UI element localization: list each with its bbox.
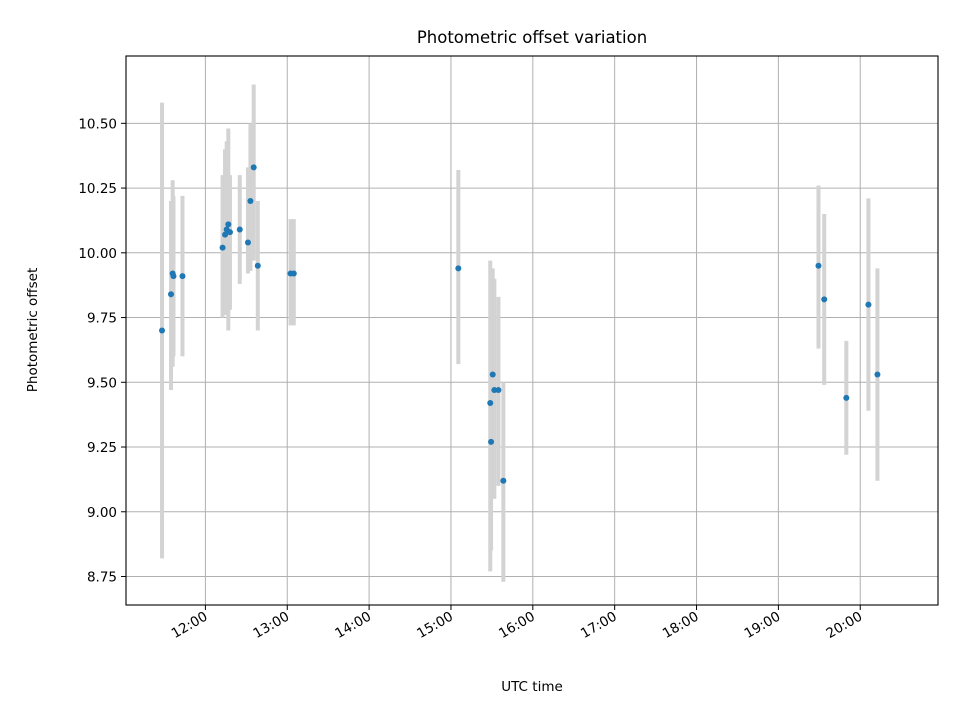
data-point <box>226 229 233 236</box>
y-tick-label: 8.75 <box>87 570 117 586</box>
data-point <box>236 226 243 233</box>
grid <box>126 56 938 605</box>
y-tick-label: 9.00 <box>87 505 117 521</box>
data-point <box>168 291 175 298</box>
data-points <box>159 164 881 484</box>
data-point <box>219 244 226 251</box>
plot-area <box>125 55 939 606</box>
data-point <box>843 394 850 401</box>
error-bars <box>160 84 880 582</box>
data-point <box>865 301 872 308</box>
data-point <box>489 371 496 378</box>
y-axis-label: Photometric offset <box>25 268 41 392</box>
y-tick-label: 10.00 <box>78 246 117 262</box>
data-point <box>247 198 254 205</box>
data-point <box>179 273 186 280</box>
data-point <box>488 438 495 445</box>
x-tick-label: 14:00 <box>332 609 374 642</box>
chart-title: Photometric offset variation <box>417 28 647 47</box>
y-tick-label: 9.25 <box>87 440 117 456</box>
x-tick-label: 18:00 <box>660 609 702 642</box>
data-point <box>487 400 494 407</box>
data-point <box>244 239 251 246</box>
y-tick-label: 10.25 <box>78 181 117 197</box>
x-tick-label: 20:00 <box>824 609 866 642</box>
data-point <box>159 327 166 334</box>
data-point <box>821 296 828 303</box>
data-point <box>254 262 261 269</box>
data-point <box>500 477 507 484</box>
data-point <box>170 273 177 280</box>
x-tick-label: 15:00 <box>414 609 456 642</box>
x-tick-label: 17:00 <box>578 609 620 642</box>
data-point <box>455 265 462 272</box>
x-tick-label: 13:00 <box>251 609 293 642</box>
data-point <box>290 270 297 277</box>
x-tick-label: 12:00 <box>169 609 211 642</box>
data-point <box>495 387 502 394</box>
y-tick-label: 9.75 <box>87 311 117 327</box>
data-point <box>222 231 229 238</box>
axis-ticks: 12:00 13:00 14:00 15:00 16:00 17:00 18:00 19:00… <box>78 116 865 642</box>
data-point <box>250 164 257 171</box>
x-tick-label: 19:00 <box>742 609 784 642</box>
data-point <box>815 262 822 269</box>
data-point <box>225 221 232 228</box>
x-tick-label: 16:00 <box>496 609 538 642</box>
data-point <box>874 371 881 378</box>
y-tick-label: 10.50 <box>78 116 117 132</box>
y-tick-label: 9.50 <box>87 375 117 391</box>
x-axis-label: UTC time <box>501 679 563 695</box>
